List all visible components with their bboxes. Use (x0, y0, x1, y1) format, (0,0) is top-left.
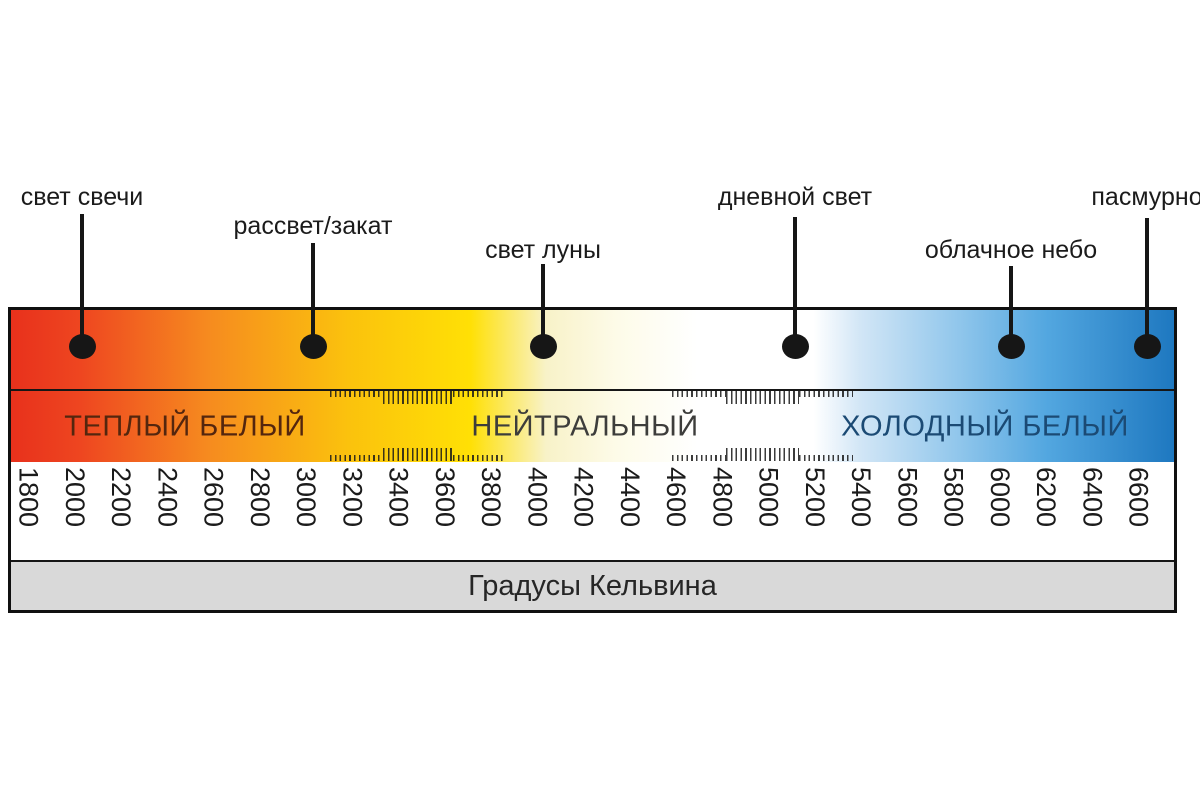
kelvin-tick-label: 4000 (522, 467, 553, 528)
marker-dot (300, 334, 327, 359)
marker-dot (69, 334, 96, 359)
marker-label: пасмурно (1091, 183, 1200, 211)
gradient-band: ТЕПЛЫЙ БЕЛЫЙ НЕЙТРАЛЬНЫЙ ХОЛОДНЫЙ БЕЛЫЙ (11, 310, 1174, 462)
kelvin-tick-label: 5400 (846, 467, 876, 528)
kelvin-scale-band: 1800 2000 2200 2400 2600 2800 3000 3200 3400 3600… (11, 462, 1174, 560)
kelvin-tick-label: 6200 (1031, 467, 1061, 528)
kelvin-tick-label: 2800 (244, 467, 275, 528)
transition-ticks-warm-neutral-bottom (330, 448, 505, 461)
transition-ticks-warm-neutral-top (330, 391, 505, 404)
kelvin-unit-footer: Градусы Кельвина (11, 560, 1174, 610)
zone-label-warm-white: ТЕПЛЫЙ БЕЛЫЙ (64, 410, 306, 442)
kelvin-tick-label: 3000 (291, 467, 321, 528)
marker-label: рассвет/закат (233, 212, 393, 240)
gradient-dots-row (11, 310, 1174, 391)
transition-ticks-neutral-cold-bottom (672, 448, 853, 461)
kelvin-tick-label: 5600 (892, 467, 923, 528)
kelvin-tick-label: 5000 (753, 467, 784, 528)
marker-label: свет луны (485, 236, 601, 264)
marker-dot (1134, 334, 1161, 359)
kelvin-tick-label: 5200 (799, 467, 830, 528)
marker-label: дневной свет (717, 183, 873, 211)
kelvin-tick-label: 2600 (198, 467, 229, 528)
kelvin-tick-label: 2400 (152, 467, 183, 528)
kelvin-tick-label: 4400 (614, 467, 645, 528)
kelvin-tick-label: 2200 (106, 467, 136, 528)
kelvin-tick-label: 4200 (568, 467, 599, 528)
kelvin-tick-label: 3200 (337, 467, 368, 528)
marker-leader-line (1145, 218, 1149, 348)
marker-dot (782, 334, 809, 359)
transition-ticks-neutral-cold-top (672, 391, 853, 404)
kelvin-tick-label: 3400 (383, 467, 414, 528)
kelvin-tick-label: 3800 (476, 467, 506, 528)
zone-label-cold-white: ХОЛОДНЫЙ БЕЛЫЙ (841, 410, 1129, 442)
marker-label: свет свечи (20, 183, 144, 211)
kelvin-tick-labels: 1800 2000 2200 2400 2600 2800 3000 3200 3400 3600… (11, 462, 1174, 555)
marker-leader-line (793, 217, 797, 348)
marker-dot (530, 334, 557, 359)
marker-leader-line (311, 243, 315, 348)
kelvin-tick-label: 4600 (661, 467, 691, 528)
kelvin-tick-label: 5800 (938, 467, 969, 528)
marker-leader-line (541, 264, 545, 348)
kelvin-tick-label: 6400 (1077, 467, 1108, 528)
marker-dot (998, 334, 1025, 359)
marker-leader-line (80, 214, 84, 348)
kelvin-tick-label: 1800 (13, 467, 44, 528)
kelvin-tick-label: 2000 (59, 467, 90, 528)
kelvin-unit-label: Градусы Кельвина (468, 569, 717, 602)
marker-leader-line (1009, 266, 1013, 348)
chart-box: ТЕПЛЫЙ БЕЛЫЙ НЕЙТРАЛЬНЫЙ ХОЛОДНЫЙ БЕЛЫЙ … (8, 307, 1177, 613)
kelvin-tick-label: 6600 (1123, 467, 1154, 528)
marker-label: облачное небо (924, 236, 1098, 264)
zone-row: ТЕПЛЫЙ БЕЛЫЙ НЕЙТРАЛЬНЫЙ ХОЛОДНЫЙ БЕЛЫЙ (11, 391, 1174, 462)
kelvin-tick-label: 3600 (429, 467, 460, 528)
kelvin-tick-label: 4800 (707, 467, 738, 528)
kelvin-tick-label: 6000 (984, 467, 1015, 528)
zone-label-neutral: НЕЙТРАЛЬНЫЙ (471, 410, 699, 442)
